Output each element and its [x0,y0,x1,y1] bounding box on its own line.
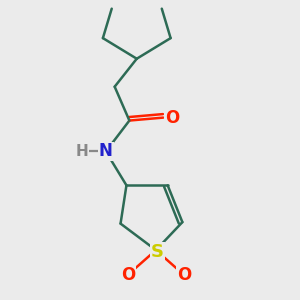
Text: O: O [121,266,135,284]
Text: N: N [99,142,113,160]
Text: S: S [151,243,164,261]
Text: O: O [165,109,179,127]
Text: H: H [76,144,89,159]
Text: O: O [177,266,191,284]
